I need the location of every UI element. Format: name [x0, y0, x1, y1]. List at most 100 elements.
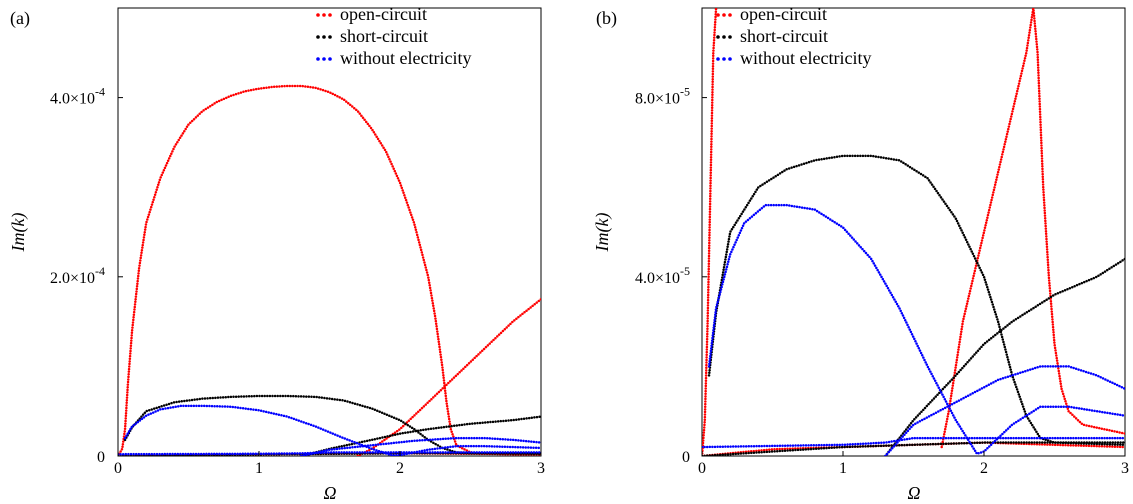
- data-point: [818, 211, 821, 214]
- data-point: [530, 416, 534, 419]
- data-point: [706, 324, 709, 328]
- data-point: [222, 97, 226, 101]
- data-point: [1002, 327, 1005, 330]
- data-point: [1051, 325, 1055, 329]
- data-point: [731, 445, 735, 448]
- data-point: [424, 428, 428, 431]
- data-point: [705, 340, 709, 343]
- data-point: [711, 96, 714, 99]
- data-point: [531, 304, 534, 308]
- data-point: [124, 419, 127, 423]
- data-point: [1059, 291, 1062, 294]
- data-point: [724, 255, 728, 259]
- data-point: [778, 447, 781, 451]
- data-point: [981, 436, 984, 440]
- data-point: [913, 436, 917, 440]
- data-point: [712, 44, 715, 47]
- data-point: [920, 354, 924, 357]
- data-point: [1101, 271, 1105, 275]
- data-point: [1059, 441, 1062, 444]
- data-point: [376, 451, 380, 454]
- data-point: [925, 404, 929, 408]
- data-point: [958, 425, 962, 428]
- data-point: [411, 415, 414, 419]
- data-point: [327, 448, 331, 452]
- data-point: [982, 231, 986, 235]
- data-point: [1036, 58, 1040, 62]
- data-point: [707, 252, 711, 255]
- data-point: [971, 252, 975, 256]
- data-point: [415, 231, 418, 234]
- data-point: [494, 336, 497, 340]
- data-point: [1059, 443, 1062, 447]
- data-point: [460, 369, 463, 372]
- data-point: [1035, 42, 1039, 46]
- data-point: [202, 452, 206, 456]
- data-point: [491, 451, 494, 454]
- data-point: [419, 429, 422, 432]
- data-point: [219, 396, 222, 399]
- data-point: [915, 342, 918, 345]
- data-point: [730, 228, 734, 231]
- data-point: [1038, 92, 1041, 95]
- data-point: [255, 394, 259, 398]
- data-point: [1046, 250, 1049, 254]
- data-point: [1020, 436, 1023, 440]
- data-point: [140, 248, 144, 252]
- data-point: [1038, 443, 1041, 446]
- data-point: [408, 425, 412, 428]
- data-point: [159, 176, 162, 179]
- x-tick-label: 0: [114, 460, 122, 477]
- data-point: [1036, 432, 1040, 436]
- data-point: [711, 67, 715, 71]
- legend-label: open-circuit: [340, 4, 427, 24]
- data-point: [388, 414, 391, 417]
- data-point: [244, 89, 248, 93]
- data-point: [1040, 152, 1044, 155]
- data-point: [1051, 436, 1054, 440]
- data-point: [838, 443, 842, 447]
- data-point: [502, 419, 505, 423]
- data-point: [356, 403, 359, 406]
- data-point: [976, 441, 979, 445]
- data-point: [957, 343, 961, 346]
- data-point: [972, 274, 975, 278]
- data-point: [708, 236, 711, 240]
- data-point: [291, 84, 294, 88]
- data-point: [908, 437, 911, 440]
- data-point: [150, 408, 153, 411]
- data-point: [467, 451, 471, 454]
- data-point: [727, 240, 730, 243]
- data-point: [417, 238, 420, 242]
- data-point: [967, 297, 970, 300]
- data-point: [166, 452, 169, 456]
- data-point: [763, 181, 766, 185]
- legend-marker: [322, 57, 326, 61]
- data-point: [254, 87, 258, 91]
- data-point: [719, 288, 723, 291]
- data-point: [325, 449, 328, 452]
- data-point: [885, 441, 888, 444]
- data-point: [1039, 133, 1043, 137]
- data-point: [760, 450, 763, 454]
- data-point: [159, 408, 162, 411]
- data-point: [1095, 426, 1098, 429]
- data-point: [702, 428, 706, 432]
- data-point: [807, 447, 810, 451]
- data-point: [232, 395, 235, 399]
- data-point: [812, 159, 816, 162]
- data-point: [434, 426, 438, 430]
- data-point: [192, 117, 196, 121]
- data-point: [330, 448, 334, 451]
- data-point: [439, 437, 442, 441]
- data-point: [1026, 44, 1029, 47]
- data-point: [973, 353, 976, 356]
- data-point: [445, 383, 448, 387]
- data-point: [744, 220, 748, 223]
- data-point: [350, 451, 354, 454]
- data-point: [509, 438, 512, 441]
- data-point: [999, 377, 1002, 381]
- data-point: [158, 178, 162, 182]
- data-point: [1062, 395, 1066, 398]
- data-point: [509, 419, 513, 422]
